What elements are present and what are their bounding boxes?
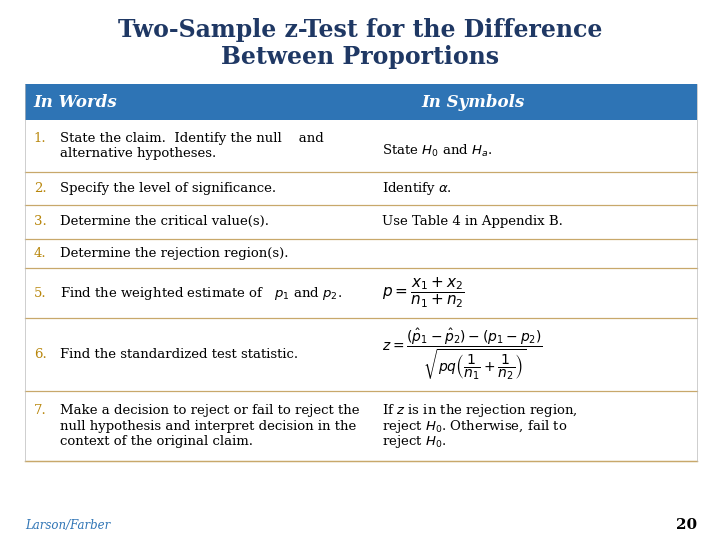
Text: Identify $\alpha$.: Identify $\alpha$. <box>382 180 451 197</box>
Bar <box>25 172 697 205</box>
Text: 6.: 6. <box>34 348 47 361</box>
Text: Find the weighted estimate of   $p_1$ and $p_2$.: Find the weighted estimate of $p_1$ and … <box>60 285 342 302</box>
Text: State the claim.  Identify the null    and: State the claim. Identify the null and <box>60 132 323 145</box>
Text: $z = \dfrac{(\hat{p}_1 - \hat{p}_2)-(p_1 - p_2)}{\sqrt{pq\left(\dfrac{1}{n_1} + : $z = \dfrac{(\hat{p}_1 - \hat{p}_2)-(p_1… <box>382 327 543 382</box>
Text: Make a decision to reject or fail to reject the: Make a decision to reject or fail to rej… <box>60 404 359 417</box>
Text: Find the standardized test statistic.: Find the standardized test statistic. <box>60 348 298 361</box>
Text: If $z$ is in the rejection region,: If $z$ is in the rejection region, <box>382 402 577 420</box>
Text: Determine the critical value(s).: Determine the critical value(s). <box>60 215 269 228</box>
Text: Two-Sample z-Test for the Difference: Two-Sample z-Test for the Difference <box>118 18 602 42</box>
Text: alternative hypotheses.: alternative hypotheses. <box>60 147 216 160</box>
Bar <box>25 120 697 172</box>
Bar <box>25 318 697 391</box>
Bar <box>25 84 697 120</box>
Text: Use Table 4 in Appendix B.: Use Table 4 in Appendix B. <box>382 215 562 228</box>
Text: 5.: 5. <box>34 287 47 300</box>
Text: Larson/Farber: Larson/Farber <box>25 519 110 532</box>
Text: State $H_0$ and $H_a$.: State $H_0$ and $H_a$. <box>382 143 492 159</box>
Text: reject $H_0$.: reject $H_0$. <box>382 433 446 450</box>
Text: In Words: In Words <box>34 93 117 111</box>
Text: 2.: 2. <box>34 182 47 195</box>
Text: Between Proportions: Between Proportions <box>221 45 499 69</box>
Text: context of the original claim.: context of the original claim. <box>60 435 253 448</box>
Bar <box>25 391 697 461</box>
Text: null hypothesis and interpret decision in the: null hypothesis and interpret decision i… <box>60 420 356 433</box>
Text: $p = \dfrac{x_1 + x_2}{n_1 + n_2}$: $p = \dfrac{x_1 + x_2}{n_1 + n_2}$ <box>382 276 464 310</box>
Text: 4.: 4. <box>34 247 47 260</box>
Text: reject $H_0$. Otherwise, fail to: reject $H_0$. Otherwise, fail to <box>382 417 567 435</box>
Text: 1.: 1. <box>34 132 47 145</box>
Text: Determine the rejection region(s).: Determine the rejection region(s). <box>60 247 288 260</box>
Bar <box>25 205 697 239</box>
Text: 7.: 7. <box>34 404 47 417</box>
Text: 3.: 3. <box>34 215 47 228</box>
Bar <box>25 268 697 318</box>
Bar <box>25 239 697 268</box>
Text: In Symbols: In Symbols <box>421 93 525 111</box>
Text: Specify the level of significance.: Specify the level of significance. <box>60 182 276 195</box>
Text: 20: 20 <box>676 518 697 532</box>
